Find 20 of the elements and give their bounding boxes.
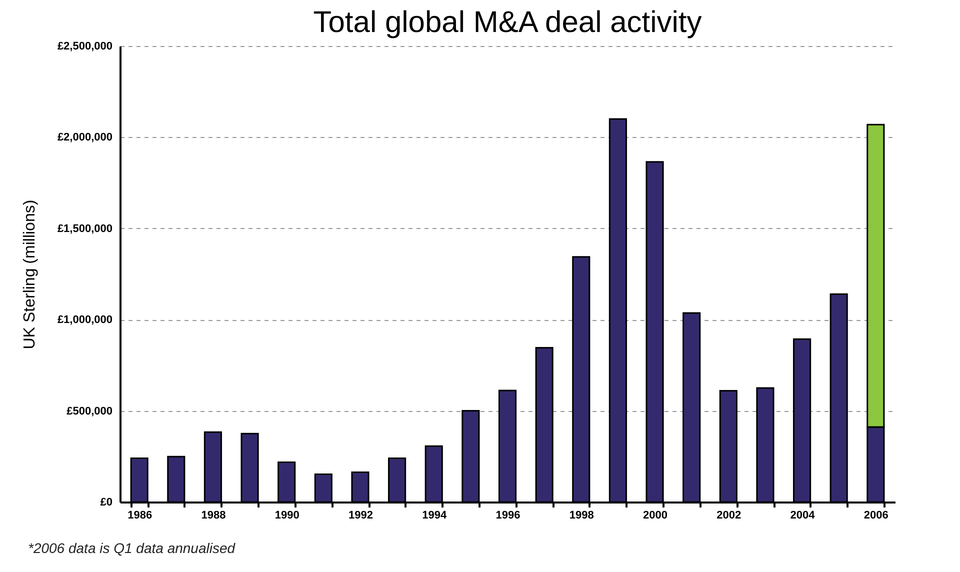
x-tick-label: 1990 [274, 510, 300, 522]
x-tick-label: 1996 [496, 510, 520, 522]
x-tick-label: 1992 [348, 510, 373, 522]
chart-title: Total global M&A deal activity [313, 6, 702, 39]
x-tick-label: 1994 [422, 510, 448, 522]
x-tick-label: 2002 [716, 510, 742, 522]
y-tick-label: £2,500,000 [57, 40, 112, 52]
x-tick-label: 1998 [569, 510, 594, 522]
x-tick-label: 2000 [643, 510, 668, 522]
x-tick-label: 1988 [201, 510, 226, 522]
x-tick-label: 1986 [128, 510, 152, 522]
y-tick-label: £1,500,000 [57, 222, 112, 235]
y-tick-label: £2,000,000 [57, 132, 112, 144]
text: *2006 data is Q1 data annualised [28, 540, 236, 556]
y-axis-title: UK Sterling (millions) [21, 200, 38, 350]
x-tick-label: 2006 [864, 510, 888, 522]
y-tick-label: £1,000,000 [57, 314, 112, 326]
y-tick-label: £500,000 [66, 405, 112, 418]
y-tick-label: £0 [100, 496, 112, 508]
x-tick-label: 2004 [790, 510, 816, 522]
